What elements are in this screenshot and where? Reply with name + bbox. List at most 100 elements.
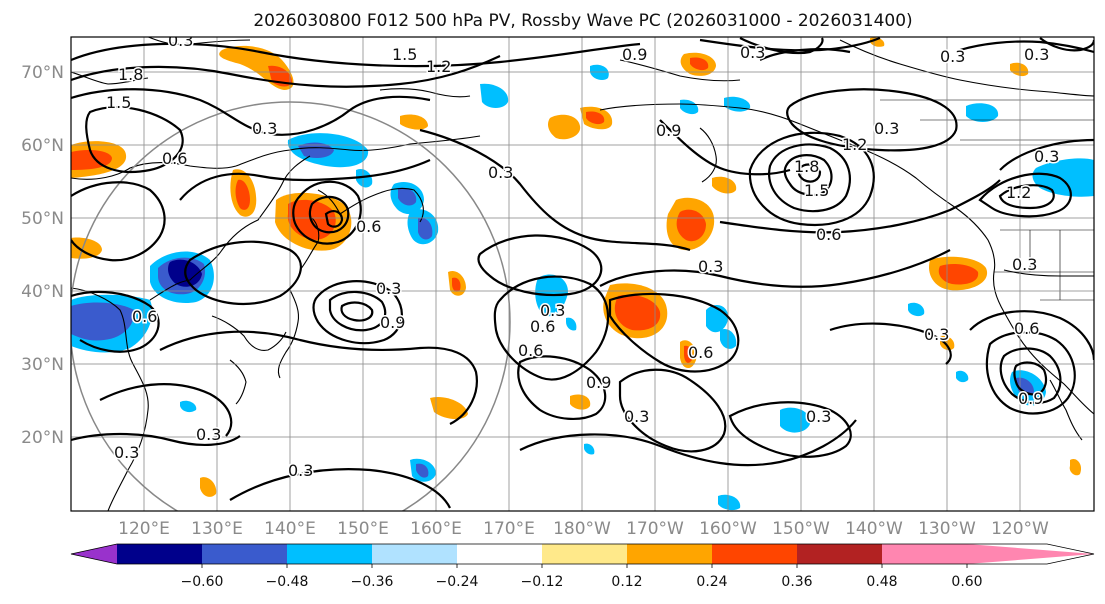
contour-label: 0.3 [168,31,193,50]
colorbar-segment [117,544,202,564]
negative-anomaly-blob [150,251,214,304]
colorbar-tick-label: 0.48 [866,574,897,590]
negative-anomaly-blob [71,294,153,353]
colorbar: −0.60 −0.48 −0.36 −0.24 −0.12 0.12 0.24 … [70,543,1095,590]
positive-anomaly-blob [71,37,1082,497]
colorbar-segment [457,544,542,564]
contour-label: 1.8 [794,157,819,176]
positive-anomaly-blob [928,256,988,291]
contour-label: 0.6 [518,341,543,360]
colorbar-tick-label: 0.60 [951,574,982,590]
colorbar-segment [542,544,627,564]
contour-label: 1.2 [426,57,451,76]
lat-label: 60°N [21,136,64,156]
political-borders [880,99,1094,301]
contour-label: 1.5 [392,45,417,64]
contour-label: 0.3 [806,407,831,426]
lon-label: 140°E [264,519,316,539]
colorbar-extend-min [71,544,117,564]
contour-label: 0.6 [1014,319,1039,338]
colorbar-tick-label: −0.60 [181,574,224,590]
reference-circle [71,101,511,511]
positive-anomaly-blob [230,169,257,217]
colorbar-tick-label: −0.48 [266,574,309,590]
contour-label: 0.6 [132,307,157,326]
contour-label: 1.5 [106,93,131,112]
contour-label: 0.3 [1034,147,1059,166]
contour-label: 0.9 [622,45,647,64]
contour-label: 0.3 [196,425,221,444]
latitude-labels: 70°N 60°N 50°N 40°N 30°N 20°N [21,63,64,448]
contour-label: 0.3 [376,279,401,298]
contour-label: 0.3 [1012,255,1037,274]
lon-label: 130°E [191,519,243,539]
contour-label: 0.3 [924,325,949,344]
pv-contours [71,37,1094,509]
contour-labels: 0.3 1.5 1.2 0.9 0.3 1.8 1.5 0.6 0.3 0.3 … [105,31,1061,482]
colorbar-tick-label: −0.36 [351,574,394,590]
colorbar-tick-label: 0.36 [781,574,812,590]
lon-label: 120°W [991,519,1049,539]
lon-label: 170°W [626,519,684,539]
lon-label: 120°E [118,519,170,539]
colorbar-segment [627,544,712,564]
colorbar-tick-label: −0.24 [436,574,479,590]
lon-label: 150°W [772,519,830,539]
positive-anomaly-blob [448,270,466,296]
lat-label: 30°N [21,355,64,375]
contour-label: 0.3 [488,163,513,182]
colorbar-tick-label: 0.24 [696,574,727,590]
colorbar-segment [372,544,457,564]
lon-label: 180°W [553,519,611,539]
lon-label: 170°E [483,519,535,539]
lon-label: 150°E [337,519,389,539]
contour-label: 0.6 [356,217,381,236]
longitude-labels: 120°E 130°E 140°E 150°E 160°E 170°E 180°… [118,519,1049,539]
lon-label: 130°W [918,519,976,539]
contour-label: 0.6 [816,225,841,244]
contour-label: 0.3 [740,43,765,62]
contour-label: 0.9 [1018,389,1043,408]
contour-label: 0.3 [698,257,723,276]
contour-label: 0.3 [624,407,649,426]
lat-label: 20°N [21,428,64,448]
lat-label: 50°N [21,209,64,229]
lon-label: 160°W [699,519,757,539]
map-title: 2026030800 F012 500 hPa PV, Rossby Wave … [253,11,912,31]
contour-label: 1.2 [842,135,867,154]
map-area: 0.3 1.5 1.2 0.9 0.3 1.8 1.5 0.6 0.3 0.3 … [71,31,1094,511]
lat-label: 70°N [21,63,64,83]
contour-label: 0.6 [530,317,555,336]
positive-anomaly-blob [680,52,716,76]
colorbar-tick-label: 0.12 [611,574,642,590]
contour-label: 0.9 [380,313,405,332]
contour-label: 0.9 [656,121,681,140]
contour-label: 0.9 [586,373,611,392]
colorbar-extend-max [967,544,1094,564]
negative-anomaly-blob [287,133,369,168]
lat-label: 40°N [21,282,64,302]
contour-label: 1.5 [804,181,829,200]
contour-label: 1.8 [118,65,143,84]
colorbar-tick-label: −0.12 [521,574,564,590]
contour-label: 0.6 [688,343,713,362]
contour-label: 0.3 [288,461,313,480]
contour-label: 0.3 [874,119,899,138]
colorbar-segment [287,544,372,564]
contour-label: 0.3 [540,301,565,320]
colorbar-segment [882,544,967,564]
contour-label: 1.2 [1006,183,1031,202]
colorbar-segment [712,544,797,564]
contour-label: 0.3 [114,443,139,462]
lon-label: 140°W [845,519,903,539]
lon-label: 160°E [410,519,462,539]
positive-anomaly-blob [548,106,613,140]
colorbar-segment [202,544,287,564]
contour-label: 0.3 [940,47,965,66]
contour-label: 0.3 [252,119,277,138]
map-frame [70,36,1095,512]
colorbar-segment [797,544,882,564]
contour-label: 0.6 [162,149,187,168]
contour-label: 0.3 [1024,45,1049,64]
